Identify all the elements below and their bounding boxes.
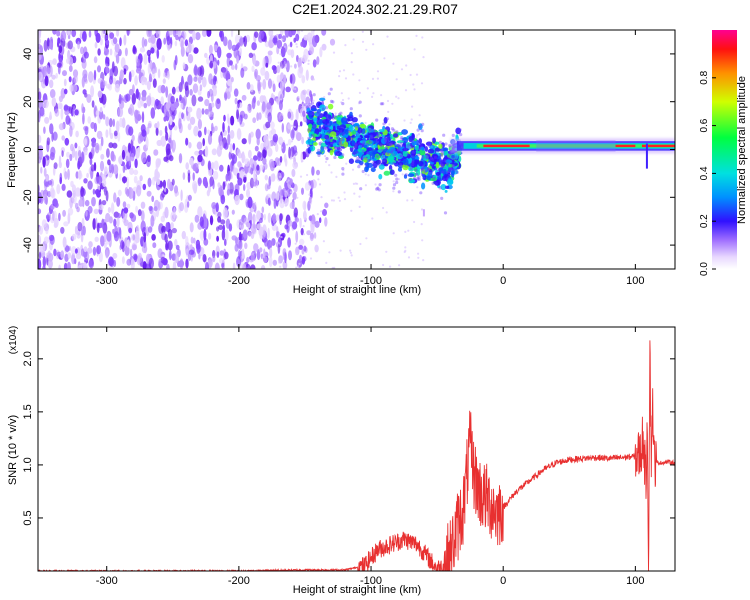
- snr-y-tick-label: 2.0: [22, 351, 34, 366]
- snr-x-tick-label: 0: [500, 575, 506, 587]
- snr-panel: -300 -200 -100 0 100 0.5 1.0 1.5 2.0 Height of …: [7, 326, 676, 596]
- snr-y-ticks: 0.5 1.0 1.5 2.0: [22, 351, 675, 526]
- heatmap-x-tick-label: 0: [500, 275, 506, 287]
- snr-y-multiplier: (x104): [8, 326, 19, 354]
- snr-x-tick-label: -300: [96, 575, 118, 587]
- colorbar-tick-label: 0.6: [699, 118, 710, 132]
- colorbar-tick-label: 0.4: [699, 166, 710, 180]
- colorbar-ticks: 0.0 0.2 0.4 0.6 0.8: [699, 70, 716, 276]
- heatmap-x-tick-label: -300: [96, 275, 118, 287]
- colorbar-tick-label: 0.2: [699, 214, 710, 228]
- snr-x-label: Height of straight line (km): [293, 584, 421, 596]
- snr-x-tick-label: -200: [228, 575, 250, 587]
- heatmap-y-tick-label: -40: [22, 237, 34, 253]
- heatmap-x-tick-label: -200: [228, 275, 250, 287]
- heatmap-y-tick-label: 0: [22, 146, 34, 152]
- colorbar-tick-label: 0.8: [699, 70, 710, 84]
- snr-x-tick-label: 100: [626, 575, 644, 587]
- snr-frame: [37, 326, 676, 572]
- colorbar: 0.0 0.2 0.4 0.6 0.8 Normalized spectral ampl…: [699, 30, 748, 276]
- colorbar-label: Normalized spectral amplitude: [736, 76, 748, 224]
- snr-series-line: [38, 340, 675, 571]
- heatmap-x-ticks: -300 -200 -100 0 100: [96, 30, 645, 287]
- heatmap-y-tick-label: 20: [22, 96, 34, 108]
- snr-y-tick-label: 0.5: [22, 510, 34, 525]
- heatmap-x-label: Height of straight line (km): [293, 284, 421, 296]
- heatmap-x-tick-label: -100: [360, 275, 382, 287]
- snr-y-tick-label: 1.0: [22, 457, 34, 472]
- heatmap-y-tick-label: 40: [22, 48, 34, 60]
- snr-marks: [38, 340, 675, 571]
- heatmap-y-tick-label: -20: [22, 189, 34, 205]
- snr-x-ticks: -300 -200 -100 0 100: [96, 327, 645, 587]
- heatmap-x-tick-label: 100: [626, 275, 644, 287]
- snr-y-label: SNR (10 * v/v): [7, 415, 19, 485]
- colorbar-tick-label: 0.0: [699, 262, 710, 276]
- snr-y-tick-label: 1.5: [22, 404, 34, 419]
- colorbar-gradient: [712, 30, 737, 269]
- snr-x-tick-label: -100: [360, 575, 382, 587]
- figure-title: C2E1.2024.302.21.29.R07: [292, 1, 458, 17]
- heatmap-y-label: Frequency (Hz): [6, 112, 18, 188]
- heatmap-y-ticks: -40 -20 0 20 40: [22, 48, 675, 253]
- heatmap-marks: [38, 30, 675, 269]
